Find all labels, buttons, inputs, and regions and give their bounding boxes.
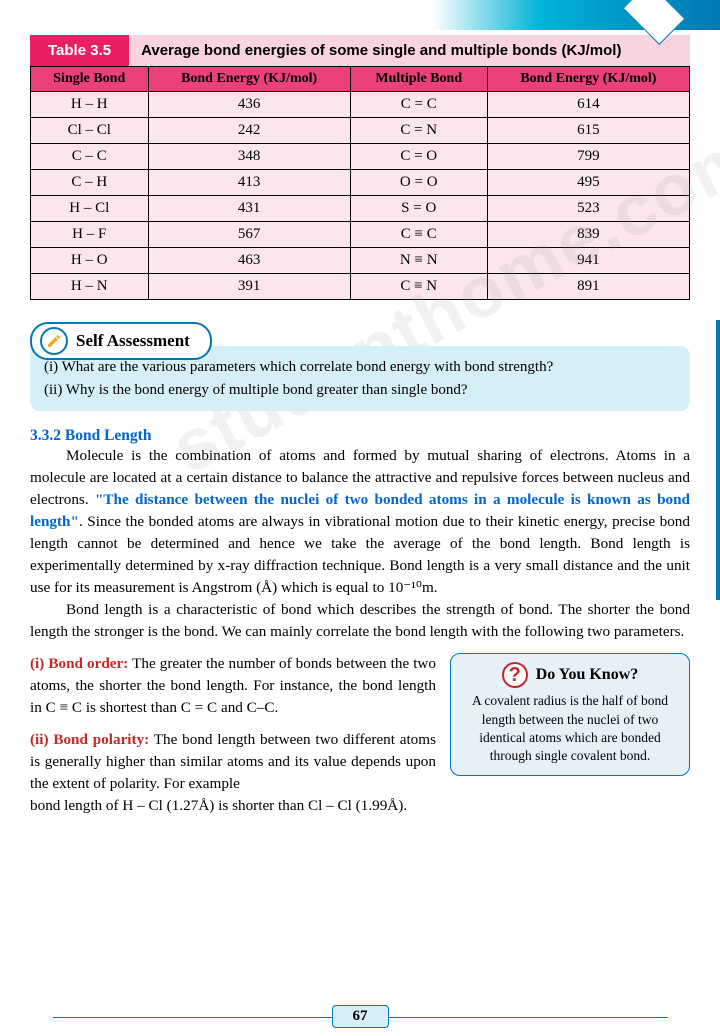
table-cell: H – N [31,274,149,300]
do-you-know-box: ? Do You Know? A covalent radius is the … [450,653,690,776]
table-cell: 839 [487,222,689,248]
page-header-decoration [0,0,720,30]
table-cell: Cl – Cl [31,118,149,144]
table-cell: 523 [487,196,689,222]
table-row: C – C348C = O799 [31,144,690,170]
table-cell: 941 [487,248,689,274]
table-cell: H – Cl [31,196,149,222]
table-cell: O = O [350,170,487,196]
bond-energy-table-section: Table 3.5 Average bond energies of some … [30,35,690,300]
table-cell: C = C [350,92,487,118]
self-assessment-q2: (ii) Why is the bond energy of multiple … [44,379,676,402]
table-body: H – H436C = C614Cl – Cl242C = N615C – C3… [31,92,690,300]
table-cell: C – H [31,170,149,196]
table-cell: 891 [487,274,689,300]
table-cell: H – H [31,92,149,118]
table-cell: 242 [148,118,350,144]
bond-energy-table: Single Bond Bond Energy (KJ/mol) Multipl… [30,66,690,300]
do-you-know-title: Do You Know? [536,666,639,684]
left-column: (i) Bond order: The greater the number o… [30,653,436,795]
table-cell: N ≡ N [350,248,487,274]
table-cell: 799 [487,144,689,170]
do-you-know-header: ? Do You Know? [461,662,679,688]
bond-order-para: (i) Bond order: The greater the number o… [30,653,436,719]
page-number: 67 [332,1005,389,1028]
table-cell: 431 [148,196,350,222]
page-number-wrap: 67 [0,1005,720,1028]
two-column-layout: (i) Bond order: The greater the number o… [30,653,690,795]
table-cell: C = N [350,118,487,144]
table-cell: 463 [148,248,350,274]
table-cell: 348 [148,144,350,170]
table-cell: 567 [148,222,350,248]
table-caption: Average bond energies of some single and… [129,35,690,66]
table-header: Bond Energy (KJ/mol) [148,67,350,92]
table-cell: C ≡ N [350,274,487,300]
table-cell: 495 [487,170,689,196]
right-margin-bar [716,320,720,600]
table-cell: 614 [487,92,689,118]
table-title-row: Table 3.5 Average bond energies of some … [30,35,690,66]
page-content: Table 3.5 Average bond energies of some … [0,30,720,828]
bond-polarity-text-2: bond length of H – Cl (1.27Å) is shorter… [30,795,690,817]
section-heading: 3.3.2 Bond Length [30,427,690,445]
question-mark-icon: ? [502,662,528,688]
table-header: Multiple Bond [350,67,487,92]
table-cell: 391 [148,274,350,300]
table-row: H – H436C = C614 [31,92,690,118]
self-assessment-title: Self Assessment [76,331,190,351]
table-row: H – N391C ≡ N891 [31,274,690,300]
table-row: H – F567C ≡ C839 [31,222,690,248]
section-para-1: Molecule is the combination of atoms and… [30,445,690,643]
pencil-icon [40,327,68,355]
table-row: C – H413O = O495 [31,170,690,196]
table-cell: H – O [31,248,149,274]
bond-polarity-label: (ii) Bond polarity: [30,731,149,748]
table-cell: H – F [31,222,149,248]
bond-order-label: (i) Bond order: [30,655,128,672]
table-cell: C – C [31,144,149,170]
table-header: Bond Energy (KJ/mol) [487,67,689,92]
table-cell: 436 [148,92,350,118]
table-cell: S = O [350,196,487,222]
table-header: Single Bond [31,67,149,92]
table-row: H – O463N ≡ N941 [31,248,690,274]
section-para-2: Bond length is a characteristic of bond … [30,599,690,643]
do-you-know-body: A covalent radius is the half of bond le… [461,692,679,765]
self-assessment-section: Self Assessment (i) What are the various… [30,322,690,411]
table-cell: C ≡ C [350,222,487,248]
table-cell: 413 [148,170,350,196]
table-row: Cl – Cl242C = N615 [31,118,690,144]
table-row: H – Cl431S = O523 [31,196,690,222]
bond-polarity-para: (ii) Bond polarity: The bond length betw… [30,729,436,795]
table-tag: Table 3.5 [30,35,129,66]
para-text: . Since the bonded atoms are always in v… [30,513,690,596]
self-assessment-badge: Self Assessment [30,322,212,360]
table-cell: C = O [350,144,487,170]
table-cell: 615 [487,118,689,144]
